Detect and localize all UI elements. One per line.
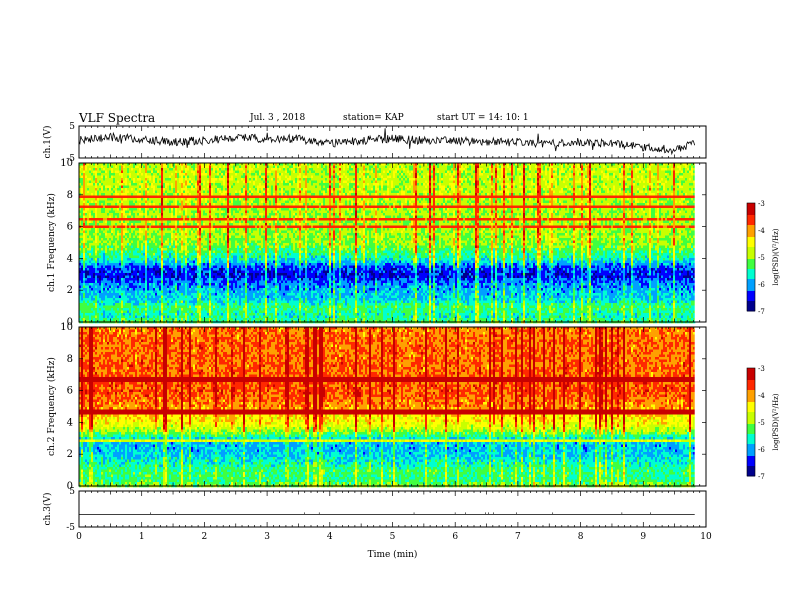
ch2-colorbar: [747, 368, 755, 477]
ch2-ytick-2: 2: [67, 449, 73, 460]
vlf-spectra-figure: -5 5 ch.1(V) 0 2 4 6 8 10 ch.1 Frequency (kHz) -3 -…: [0, 0, 792, 612]
ch2-ytick-10: 10: [60, 322, 73, 333]
xtick-label-5: 5: [390, 532, 396, 542]
xtick-label-8: 8: [578, 532, 584, 542]
ch2-colorbar-tick-m4: -4: [758, 392, 765, 400]
xtick-label-7: 7: [515, 532, 521, 542]
xtick-label-1: 1: [139, 532, 145, 542]
ch3-waveform-ylabel: ch.3(V): [42, 493, 53, 526]
ch1-ytick-5: 5: [69, 122, 75, 132]
ch1-colorbar-tick-m4: -4: [758, 227, 765, 235]
ch1-spectrogram-image: [79, 163, 695, 323]
ch1-colorbar-label: log(PSD)(V²/Hz): [772, 228, 780, 285]
ch1-ytick-6: 6: [67, 222, 73, 233]
xtick-label-9: 9: [640, 532, 646, 542]
time-ticks: [79, 491, 706, 527]
ch1-colorbar-tick-m7: -7: [758, 308, 765, 316]
ch3-ytick-5: 5: [69, 487, 75, 497]
xtick-label-2: 2: [202, 532, 208, 542]
xtick-label-6: 6: [452, 532, 458, 542]
xtick-label-3: 3: [264, 532, 270, 542]
ch2-colorbar-tick-m7: -7: [758, 473, 765, 481]
ch1-ytick-8: 8: [67, 190, 73, 201]
ch2-spectrogram-image: [79, 327, 695, 487]
ch2-colorbar-tick-m5: -5: [758, 419, 765, 427]
ch2-ytick-8: 8: [67, 354, 73, 365]
ch1-colorbar: [747, 203, 755, 312]
ch1-colorbar-tick-m6: -6: [758, 281, 765, 289]
ch1-ytick-10: 10: [60, 158, 73, 169]
ch1-waveform-line: [79, 128, 695, 154]
ch2-nodata-region: [695, 327, 706, 486]
time-axis-label: Time (min): [368, 549, 418, 560]
ch1-colorbar-tick-m5: -5: [758, 254, 765, 262]
ch2-spectrogram-ylabel: ch.2 Frequency (kHz): [46, 357, 57, 456]
ch1-colorbar-tick-m3: -3: [758, 200, 765, 208]
xtick-label-10: 10: [700, 532, 712, 542]
ch2-colorbar-tick-m3: -3: [758, 365, 765, 373]
ch2-ytick-6: 6: [67, 386, 73, 397]
ch1-ytick-2: 2: [67, 285, 73, 296]
xtick-label-0: 0: [76, 532, 82, 542]
ch2-colorbar-tick-m6: -6: [758, 446, 765, 454]
ch1-nodata-region: [695, 163, 706, 322]
ch2-colorbar-label: log(PSD)(V²/Hz): [772, 393, 780, 450]
ch3-waveform-frame: [79, 491, 706, 527]
ch1-ytick-4: 4: [67, 253, 73, 264]
ch1-spectrogram-ylabel: ch.1 Frequency (kHz): [46, 193, 57, 292]
ch2-ytick-4: 4: [67, 417, 73, 428]
xtick-label-4: 4: [327, 532, 333, 542]
ch1-waveform-ylabel: ch.1(V): [42, 126, 53, 159]
ch3-ytick--5: -5: [66, 523, 75, 533]
